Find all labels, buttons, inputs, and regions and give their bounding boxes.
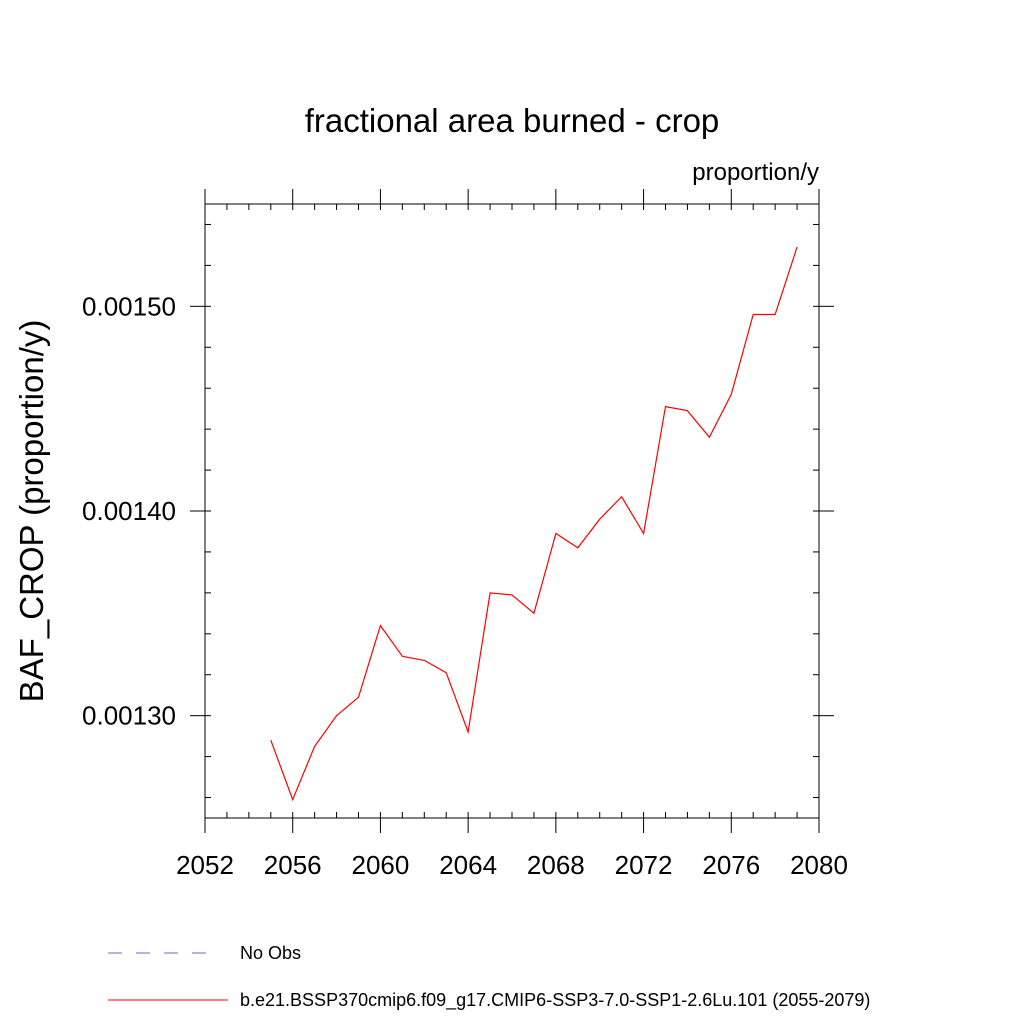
x-tick-label: 2052 (176, 850, 234, 880)
x-tick-label: 2068 (527, 850, 585, 880)
x-tick-label: 2080 (790, 850, 848, 880)
x-tick-label: 2060 (352, 850, 410, 880)
axis-ticks (190, 189, 834, 833)
series-line (270, 246, 798, 802)
plot-frame (204, 203, 820, 819)
x-tick-label: 2064 (439, 850, 497, 880)
units-label: proportion/y (692, 159, 819, 186)
x-tick-label: 2056 (264, 850, 322, 880)
y-tick-label: 0.00150 (82, 291, 176, 321)
legend-label-series: b.e21.BSSP370cmip6.f09_g17.CMIP6-SSP3-7.… (240, 990, 870, 1011)
y-tick-label: 0.00140 (82, 496, 176, 526)
y-tick-label: 0.00130 (82, 701, 176, 731)
y-axis-label: BAF_CROP (proportion/y) (13, 320, 50, 703)
x-tick-label: 2076 (702, 850, 760, 880)
legend-label-no-obs: No Obs (240, 943, 301, 963)
series-group (270, 246, 798, 802)
x-tick-labels: 2052 2056 2060 2064 2068 2072 2076 2080 (176, 850, 848, 880)
chart-title: fractional area burned - crop (305, 102, 720, 139)
y-tick-labels: 0.00130 0.00140 0.00150 (82, 291, 176, 730)
legend: No Obs b.e21.BSSP370cmip6.f09_g17.CMIP6-… (108, 943, 870, 1011)
x-tick-label: 2072 (615, 850, 673, 880)
